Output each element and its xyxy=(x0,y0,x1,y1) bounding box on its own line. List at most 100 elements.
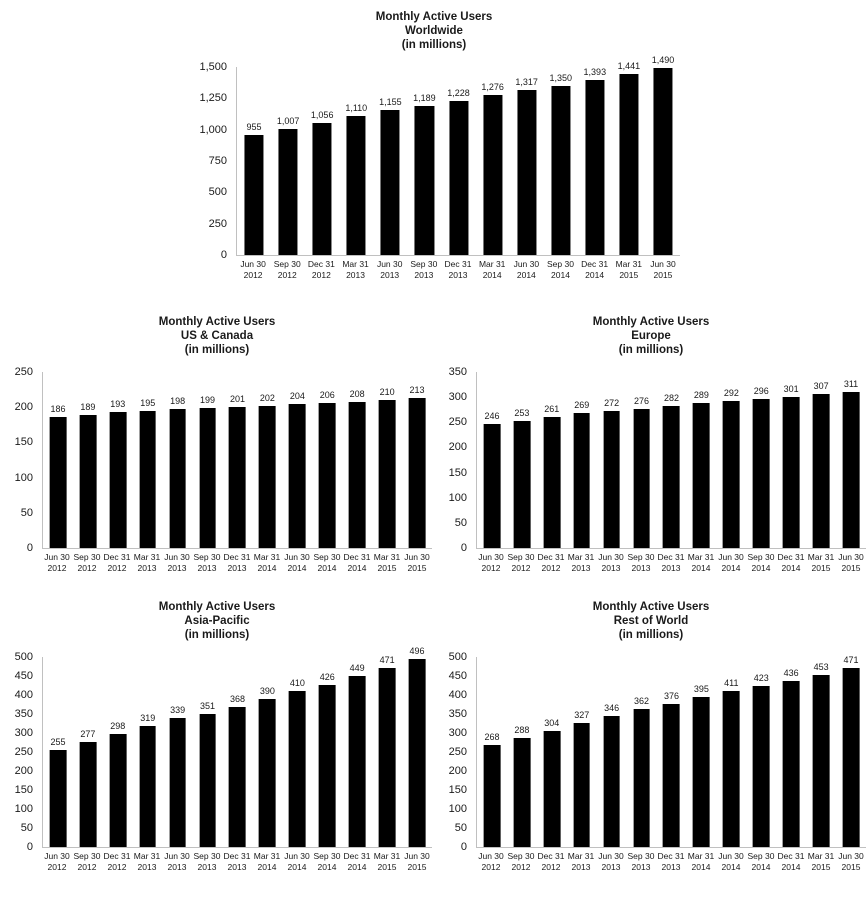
x-tick-year: 2013 xyxy=(137,862,157,872)
bar xyxy=(483,95,503,255)
bar xyxy=(312,122,332,255)
bar xyxy=(693,696,710,847)
bar-slot: 339 xyxy=(163,657,193,847)
y-axis-tick-label: 400 xyxy=(448,689,467,701)
chart-worldwide: Monthly Active Users Worldwide (in milli… xyxy=(188,10,680,281)
bar-value-label: 277 xyxy=(80,728,96,739)
x-axis: Jun 30 2012 Sep 30 2012 Dec 31 2012 Mar 31 2013… xyxy=(476,848,866,873)
x-tick-date: Dec 31 xyxy=(307,259,335,269)
x-tick-year: 2014 xyxy=(317,862,337,872)
y-axis-tick-label: 200 xyxy=(14,765,33,777)
chart-us-canada: Monthly Active Users US & Canada (in mil… xyxy=(2,315,432,574)
x-tick-date: Sep 30 xyxy=(193,552,221,562)
plot-area: 255 277 298 319 339 351 368 390 410 426 449 471 496 xyxy=(42,646,432,848)
bar-value-label: 411 xyxy=(724,677,739,688)
y-axis-tick-label: 150 xyxy=(14,436,33,449)
bar-slot: 1,228 xyxy=(441,67,475,255)
bar xyxy=(663,406,680,548)
bar-value-label: 253 xyxy=(514,407,530,418)
chart-title: Monthly Active Users Europe (in millions… xyxy=(436,315,866,357)
bar-value-label: 204 xyxy=(289,391,305,402)
bar-value-label: 423 xyxy=(753,673,769,684)
x-tick-date: Jun 30 xyxy=(284,851,310,861)
bar-slot: 471 xyxy=(372,655,402,847)
y-axis: 500 450 400 350 300 250 200 150 100 50 0 xyxy=(436,651,476,853)
x-tick-date: Jun 30 xyxy=(838,851,864,861)
y-axis-tick-label: 450 xyxy=(448,670,467,682)
bar-slot: 1,317 xyxy=(510,67,544,255)
x-axis-tick-label: Jun 30 2012 xyxy=(236,259,270,281)
y-axis-tick-label: 100 xyxy=(14,471,33,484)
bar xyxy=(259,698,276,847)
bar-slot: 269 xyxy=(567,372,597,548)
x-axis-tick-label: Jun 30 2014 xyxy=(282,552,312,574)
bar-value-label: 1,189 xyxy=(413,92,436,103)
bar-value-label: 208 xyxy=(349,388,365,399)
x-axis-tick-label: Dec 31 2014 xyxy=(578,259,612,281)
x-tick-date: Jun 30 xyxy=(478,851,504,861)
x-tick-year: 2015 xyxy=(653,270,673,280)
y-axis-tick-label: 350 xyxy=(14,708,33,720)
x-tick-date: Mar 31 xyxy=(253,552,281,562)
x-tick-year: 2013 xyxy=(661,862,681,872)
chart-plot-row: 250 200 150 100 50 0 186 189 193 195 198 199 201 202… xyxy=(2,366,432,554)
bar-value-label: 206 xyxy=(319,389,335,400)
y-axis-tick-label: 250 xyxy=(14,746,33,758)
bar-value-label: 346 xyxy=(604,702,620,713)
y-axis-tick-label: 200 xyxy=(14,401,33,414)
bar xyxy=(229,707,246,847)
bar xyxy=(782,681,800,847)
x-tick-date: Jun 30 xyxy=(404,552,430,562)
x-tick-date: Dec 31 xyxy=(223,851,251,861)
y-axis: 1,500 1,250 1,000 750 500 250 0 xyxy=(188,61,236,261)
bar-value-label: 368 xyxy=(229,694,245,705)
bar-slot: 201 xyxy=(223,372,253,548)
bar-slot: 1,276 xyxy=(476,67,510,255)
bar xyxy=(229,406,246,548)
row-middle: Monthly Active Users US & Canada (in mil… xyxy=(0,315,868,574)
chart-plot-row: 350 300 250 200 150 100 50 0 246 253 261 269 272 276… xyxy=(436,366,866,554)
y-axis-tick-label: 0 xyxy=(26,542,33,554)
x-axis-tick-label: Mar 31 2014 xyxy=(686,851,716,873)
bar xyxy=(139,410,157,548)
x-axis-tick-label: Dec 31 2012 xyxy=(102,851,132,873)
bar xyxy=(139,725,157,847)
x-tick-date: Mar 31 xyxy=(807,552,835,562)
bar-value-label: 1,317 xyxy=(515,76,538,87)
x-tick-year: 2014 xyxy=(691,862,711,872)
bar xyxy=(551,85,571,255)
bar-value-label: 198 xyxy=(170,395,186,406)
x-tick-date: Jun 30 xyxy=(44,851,70,861)
bar-value-label: 496 xyxy=(409,645,425,656)
x-axis-tick-label: Mar 31 2014 xyxy=(252,851,282,873)
bar xyxy=(199,713,216,847)
bar-value-label: 1,393 xyxy=(583,67,607,78)
x-tick-year: 2014 xyxy=(691,563,711,573)
bar-slot: 471 xyxy=(836,655,866,847)
x-tick-year: 2014 xyxy=(347,862,367,872)
bar xyxy=(693,402,710,548)
y-axis-tick-label: 300 xyxy=(448,391,467,404)
x-axis-tick-label: Dec 31 2014 xyxy=(776,552,806,574)
x-tick-date: Jun 30 xyxy=(240,259,266,269)
bar-slot: 304 xyxy=(537,657,567,847)
bar xyxy=(585,80,605,255)
bar-value-label: 311 xyxy=(843,378,859,389)
bar-value-label: 304 xyxy=(544,718,560,729)
bar-value-label: 255 xyxy=(50,737,66,748)
x-tick-date: Dec 31 xyxy=(444,259,472,269)
bar-slot: 210 xyxy=(372,372,402,548)
x-tick-date: Dec 31 xyxy=(581,259,609,269)
x-tick-year: 2014 xyxy=(781,563,801,573)
x-tick-date: Sep 30 xyxy=(507,552,535,562)
x-axis-tick-label: Jun 30 2014 xyxy=(282,851,312,873)
x-tick-date: Mar 31 xyxy=(478,259,506,269)
y-axis-tick-label: 0 xyxy=(460,841,467,853)
bar-value-label: 955 xyxy=(246,122,262,133)
x-axis-tick-label: Sep 30 2014 xyxy=(746,851,776,873)
x-axis-tick-label: Jun 30 2013 xyxy=(162,552,192,574)
x-axis-tick-label: Jun 30 2012 xyxy=(476,552,506,574)
bar-value-label: 269 xyxy=(574,399,590,410)
plot-area: 246 253 261 269 272 276 282 289 292 296 301 307 311 xyxy=(476,372,866,549)
y-axis-tick-label: 100 xyxy=(448,803,467,815)
